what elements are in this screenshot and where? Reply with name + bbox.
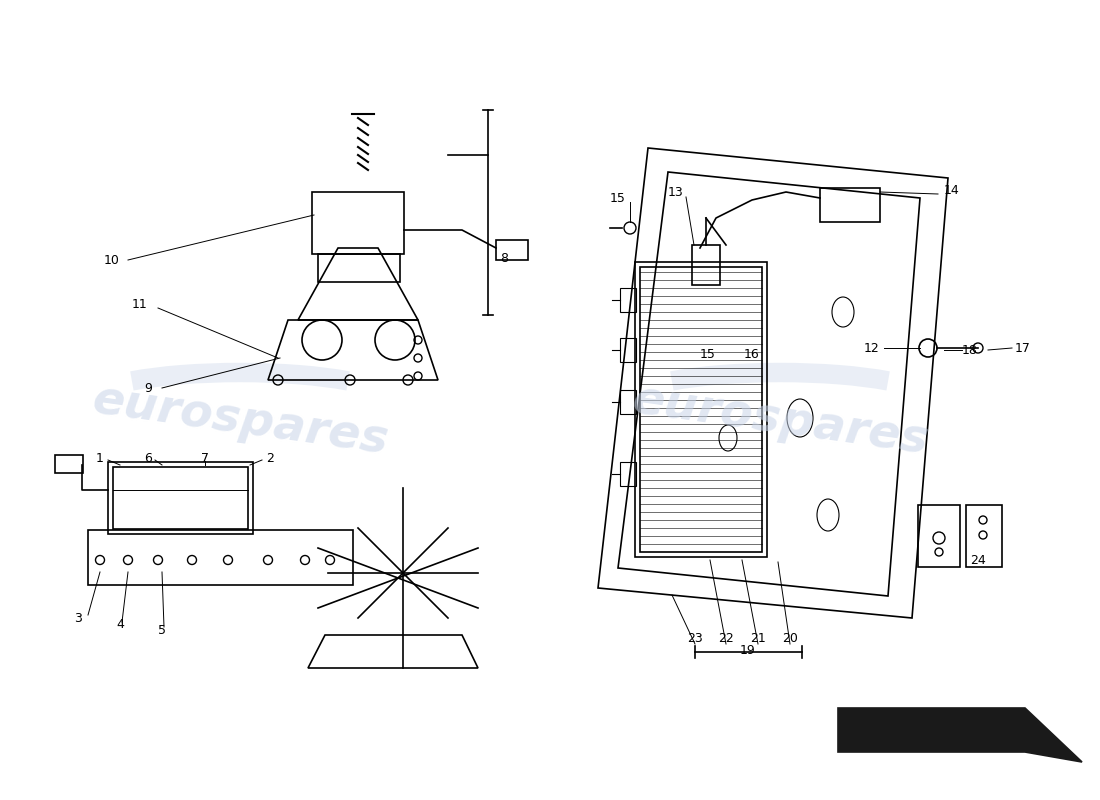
Bar [820, 188, 880, 222]
Text: 21: 21 [750, 631, 766, 645]
Bar [620, 338, 636, 362]
Text: eurospares: eurospares [629, 377, 931, 463]
Bar [918, 505, 960, 567]
Text: 10: 10 [104, 254, 120, 266]
Bar [966, 505, 1002, 567]
Text: 17: 17 [1015, 342, 1031, 354]
Text: 9: 9 [144, 382, 152, 394]
Polygon shape [838, 708, 1082, 762]
Text: 15: 15 [610, 191, 626, 205]
Text: 14: 14 [944, 183, 960, 197]
Text: 2: 2 [266, 451, 274, 465]
Text: 23: 23 [688, 631, 703, 645]
Text: 4: 4 [117, 618, 124, 631]
Bar [55, 455, 82, 473]
Bar [620, 462, 636, 486]
Text: 20: 20 [782, 631, 797, 645]
Text: 15: 15 [700, 349, 716, 362]
Bar [88, 530, 353, 585]
Bar [108, 462, 253, 534]
Text: 1: 1 [96, 451, 103, 465]
Text: 22: 22 [718, 631, 734, 645]
Text: 12: 12 [865, 342, 880, 354]
Bar [318, 254, 400, 282]
Text: 16: 16 [744, 349, 760, 362]
Text: 11: 11 [132, 298, 147, 311]
Bar [496, 240, 528, 260]
Bar [635, 262, 767, 557]
Bar [312, 192, 404, 254]
Text: 6: 6 [144, 451, 152, 465]
Text: 7: 7 [201, 451, 209, 465]
Bar [113, 467, 248, 529]
Bar [620, 390, 636, 414]
Bar [692, 245, 720, 285]
Text: 3: 3 [74, 611, 81, 625]
Text: 13: 13 [668, 186, 684, 198]
Text: 19: 19 [740, 643, 756, 657]
Text: 18: 18 [962, 343, 978, 357]
Text: eurospares: eurospares [89, 377, 390, 463]
Text: 8: 8 [500, 251, 508, 265]
Bar [620, 288, 636, 312]
Bar [640, 267, 762, 552]
Text: 24: 24 [970, 554, 986, 566]
Text: 5: 5 [158, 623, 166, 637]
